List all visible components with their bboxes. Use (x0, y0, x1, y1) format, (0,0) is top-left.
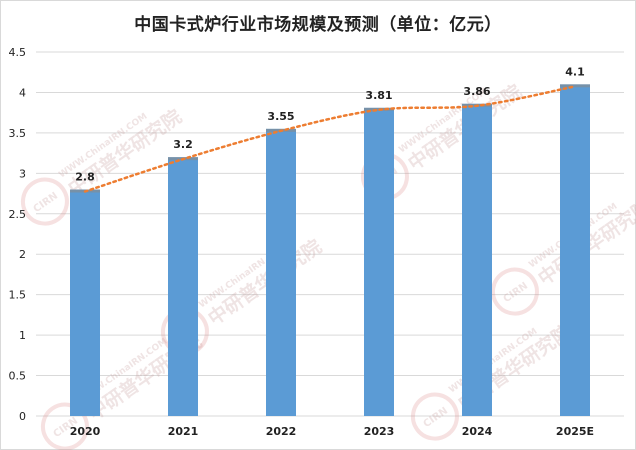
y-axis-ticks: 0 0.5 1 1.5 2 2.5 3 3.5 4 4.5 (9, 46, 27, 423)
x-category-label: 2021 (168, 425, 199, 438)
x-category-label: 2020 (70, 425, 101, 438)
x-category-label: 2024 (462, 425, 493, 438)
y-tick-label: 3 (19, 167, 26, 180)
gridlines (36, 51, 624, 417)
data-label: 3.55 (267, 110, 294, 123)
data-labels: 2.8 3.2 3.55 3.81 3.86 4.1 (75, 65, 585, 183)
data-label: 3.86 (463, 85, 490, 98)
data-label: 2.8 (75, 171, 95, 184)
data-label: 3.81 (365, 89, 392, 102)
x-category-label: 2025E (556, 425, 594, 438)
y-tick-label: 0.5 (9, 370, 27, 383)
bar-top-marker (560, 84, 590, 88)
y-tick-label: 2.5 (9, 208, 27, 221)
chart-title: 中国卡式炉行业市场规模及预测（单位：亿元） (134, 15, 502, 35)
x-category-label: 2023 (364, 425, 395, 438)
data-label: 3.2 (173, 138, 193, 151)
watermark-logo-ring (20, 177, 69, 226)
bar (364, 107, 394, 417)
y-tick-label: 1.5 (9, 289, 27, 302)
watermark-cn: 中研普华研究院 (64, 105, 186, 200)
watermark-logo-ring (410, 392, 459, 441)
trendline-path (83, 85, 577, 193)
watermarks: CIRNWWW.ChinaIRN.COM中研普华研究院CIRNWWW.China… (20, 80, 636, 450)
bar (560, 84, 590, 416)
bar (266, 128, 296, 416)
x-axis-categories: 2020 2021 2022 2023 2024 2025E (70, 425, 594, 438)
watermark-logo-text: CIRN (32, 190, 61, 215)
watermark-logo-text: CIRN (502, 280, 531, 305)
bar (70, 189, 100, 416)
trendline (83, 85, 577, 193)
watermark-logo-ring (490, 267, 539, 316)
bar (168, 157, 198, 416)
bar (462, 103, 492, 416)
data-label: 4.1 (565, 65, 585, 78)
y-tick-label: 3.5 (9, 127, 27, 140)
y-tick-label: 0 (19, 410, 26, 423)
x-category-label: 2022 (266, 425, 297, 438)
bars (70, 84, 590, 417)
y-tick-label: 1 (19, 329, 26, 342)
y-tick-label: 2 (19, 248, 26, 261)
y-tick-label: 4.5 (9, 46, 27, 59)
watermark-cn: 中研普华研究院 (204, 235, 326, 330)
watermark-logo-text: CIRN (422, 405, 451, 430)
y-tick-label: 4 (19, 86, 26, 99)
